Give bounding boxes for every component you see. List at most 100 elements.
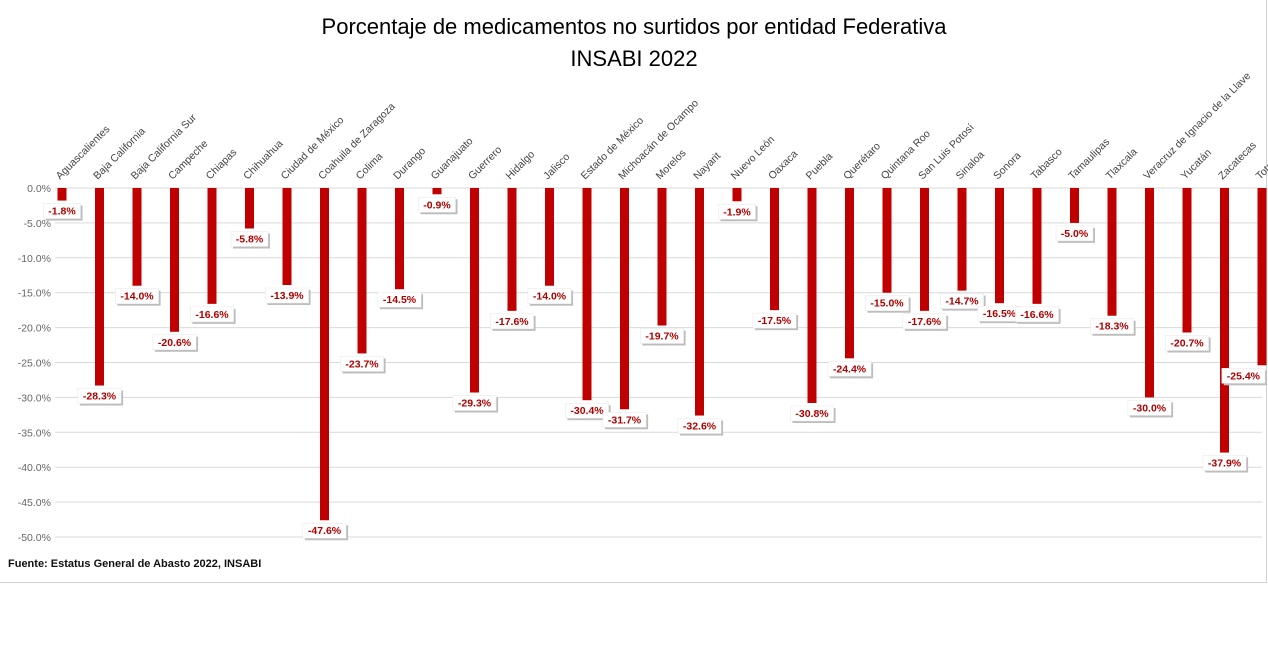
y-tick-label: -5.0% [24, 218, 51, 230]
bar [170, 188, 179, 332]
data-label-box [940, 293, 984, 309]
data-label-box [190, 306, 234, 323]
data-label: -14.0% [120, 291, 154, 303]
bar [957, 188, 967, 291]
data-label: -20.6% [158, 337, 192, 349]
data-label: -28.3% [83, 391, 117, 403]
data-label: -25.4% [1227, 370, 1261, 382]
data-label-box [230, 231, 269, 247]
category-label: Sonora [991, 150, 1024, 183]
data-label-box [1055, 225, 1094, 242]
category-label: Zacatecas [1216, 139, 1259, 182]
category-label: Chiapas [204, 146, 240, 182]
data-label-box [43, 203, 81, 219]
data-label-box [527, 288, 572, 304]
y-tick-label: -50.0% [18, 532, 51, 544]
category-label: Tlaxcala [1104, 146, 1140, 182]
bar [357, 188, 367, 354]
data-label-box [640, 328, 684, 344]
y-tick-label: -15.0% [18, 288, 51, 300]
category-label: Sinaloa [954, 149, 987, 182]
data-label-box [265, 287, 309, 304]
data-label: -30.4% [570, 405, 604, 417]
category-label: Ciudad de México [279, 114, 347, 182]
category-label: Jalisco [541, 151, 572, 182]
data-label-box [677, 418, 722, 434]
category-label: Oaxaca [766, 148, 800, 182]
category-label: Puebla [804, 150, 836, 182]
category-label: Durango [391, 145, 428, 182]
category-label: Guerrero [466, 144, 504, 182]
bar [1145, 188, 1154, 398]
data-label: -13.9% [270, 290, 304, 302]
data-label: -16.5% [983, 308, 1017, 320]
data-label: -1.9% [723, 206, 751, 218]
bar [732, 188, 742, 202]
data-label: -1.8% [48, 206, 76, 218]
bar [620, 188, 629, 410]
data-label: -31.7% [608, 414, 642, 426]
data-label-box [302, 522, 347, 539]
y-tick-label: -25.0% [18, 358, 51, 370]
data-label-box [1127, 400, 1172, 416]
data-label: -17.6% [495, 316, 529, 328]
data-label: -18.3% [1095, 321, 1129, 333]
data-label: -47.6% [308, 525, 342, 537]
source-note: Fuente: Estatus General de Abasto 2022, … [8, 558, 262, 570]
category-label: Estado de México [579, 115, 647, 183]
data-label: -17.5% [758, 315, 792, 327]
data-label: -17.6% [908, 316, 942, 328]
bar [245, 188, 254, 229]
bar [695, 188, 704, 416]
bar [1032, 188, 1042, 304]
bar [320, 188, 329, 521]
bar [57, 188, 67, 201]
data-label-box [865, 295, 909, 311]
data-label: -30.8% [795, 408, 829, 420]
data-label: -15.0% [870, 298, 904, 310]
category-label: Chihuahua [241, 138, 286, 183]
data-label-box [602, 412, 647, 428]
bar [582, 188, 592, 401]
data-label-box [1202, 455, 1247, 471]
data-label-box [752, 312, 797, 329]
data-label-box [340, 356, 384, 372]
y-tick-label: -10.0% [18, 253, 51, 265]
category-label: Tabasco [1029, 146, 1065, 182]
data-label: -19.7% [645, 331, 679, 343]
category-label: Morelos [654, 147, 689, 182]
data-label: -5.0% [1061, 228, 1089, 240]
data-label-box [115, 288, 159, 304]
data-label-box [827, 361, 872, 377]
category-label: Querétaro [841, 140, 883, 182]
y-tick-label: -35.0% [18, 427, 51, 439]
bar [545, 188, 554, 286]
y-tick-label: -45.0% [18, 497, 51, 509]
category-label: Colima [354, 150, 386, 182]
data-label-box [452, 395, 497, 411]
bar [882, 188, 892, 293]
data-label-box [152, 334, 197, 351]
data-label: -14.5% [383, 294, 417, 306]
bar [1182, 188, 1192, 333]
data-label: -5.8% [236, 233, 264, 245]
bar-chart: 0.0% -5.0% -10.0% -15.0% -20.0% -25.0% -30.0% -… [18, 70, 1268, 544]
bar [207, 188, 217, 304]
y-tick-label: -30.0% [18, 392, 51, 404]
data-label: -23.7% [345, 358, 379, 370]
data-label-box [377, 291, 422, 308]
chart-title: Porcentaje de medicamentos no surtidos p… [321, 14, 947, 39]
data-label: -37.9% [1208, 458, 1242, 470]
bar [282, 188, 292, 286]
bar [507, 188, 517, 311]
data-label-box [77, 388, 122, 404]
data-label: -30.0% [1133, 402, 1167, 414]
bar [1257, 188, 1267, 366]
bar [657, 188, 667, 326]
data-label: -20.7% [1170, 337, 1204, 349]
data-label: -32.6% [683, 421, 717, 433]
category-label: Hidalgo [504, 148, 538, 182]
category-label: Baja California Sur [129, 111, 200, 182]
data-label-box [418, 197, 456, 213]
data-label-box [1090, 318, 1134, 334]
